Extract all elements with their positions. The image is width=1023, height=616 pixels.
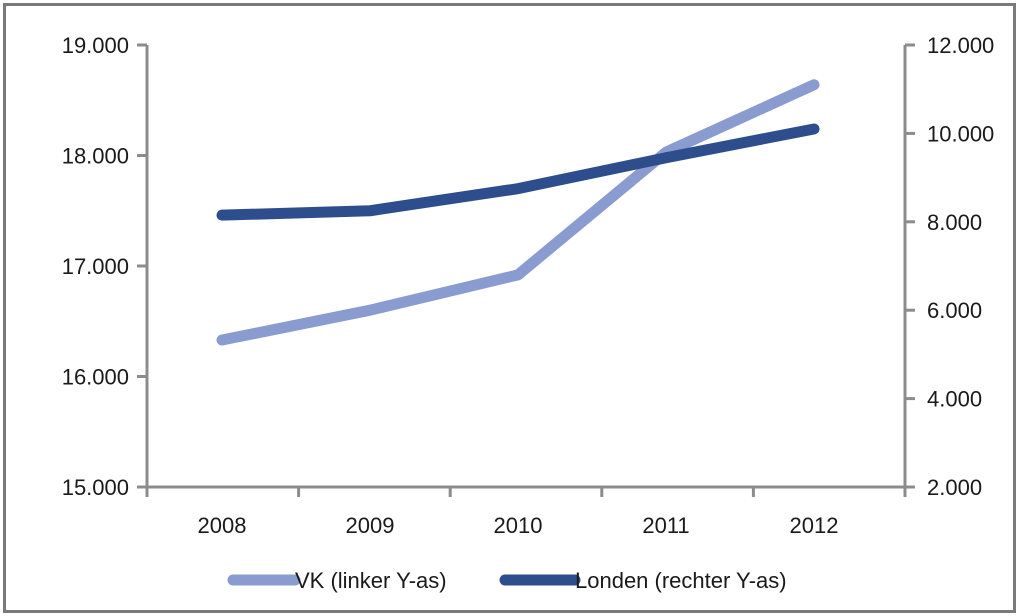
chart-frame — [3, 3, 1016, 613]
series-line-2 — [216, 123, 820, 221]
left-tick-label: 16.000 — [62, 365, 129, 390]
right-tick-label: 10.000 — [927, 121, 994, 146]
left-tick-label: 19.000 — [62, 33, 129, 58]
axes — [137, 43, 915, 497]
legend-label-2: Londen (rechter Y-as) — [575, 568, 787, 593]
legend-label-1: VK (linker Y-as) — [295, 568, 447, 593]
right-tick-label: 12.000 — [927, 33, 994, 58]
x-tick-label: 2010 — [494, 513, 543, 538]
x-tick-label: 2008 — [198, 513, 247, 538]
x-tick-label: 2012 — [790, 513, 839, 538]
legend: VK (linker Y-as) Londen (rechter Y-as) — [227, 568, 787, 593]
right-tick-label: 4.000 — [927, 387, 982, 412]
right-tick-label: 2.000 — [927, 475, 982, 500]
x-tick-label: 2009 — [346, 513, 395, 538]
tick-labels: 15.000 16.000 17.000 18.000 19.000 2.000 4.000… — [62, 33, 995, 538]
left-tick-label: 15.000 — [62, 475, 129, 500]
series-line-1 — [216, 79, 820, 346]
series-lines — [216, 79, 820, 346]
left-tick-label: 18.000 — [62, 144, 129, 169]
right-tick-label: 6.000 — [927, 298, 982, 323]
right-tick-label: 8.000 — [927, 210, 982, 235]
left-tick-label: 17.000 — [62, 254, 129, 279]
x-tick-label: 2011 — [642, 513, 689, 538]
